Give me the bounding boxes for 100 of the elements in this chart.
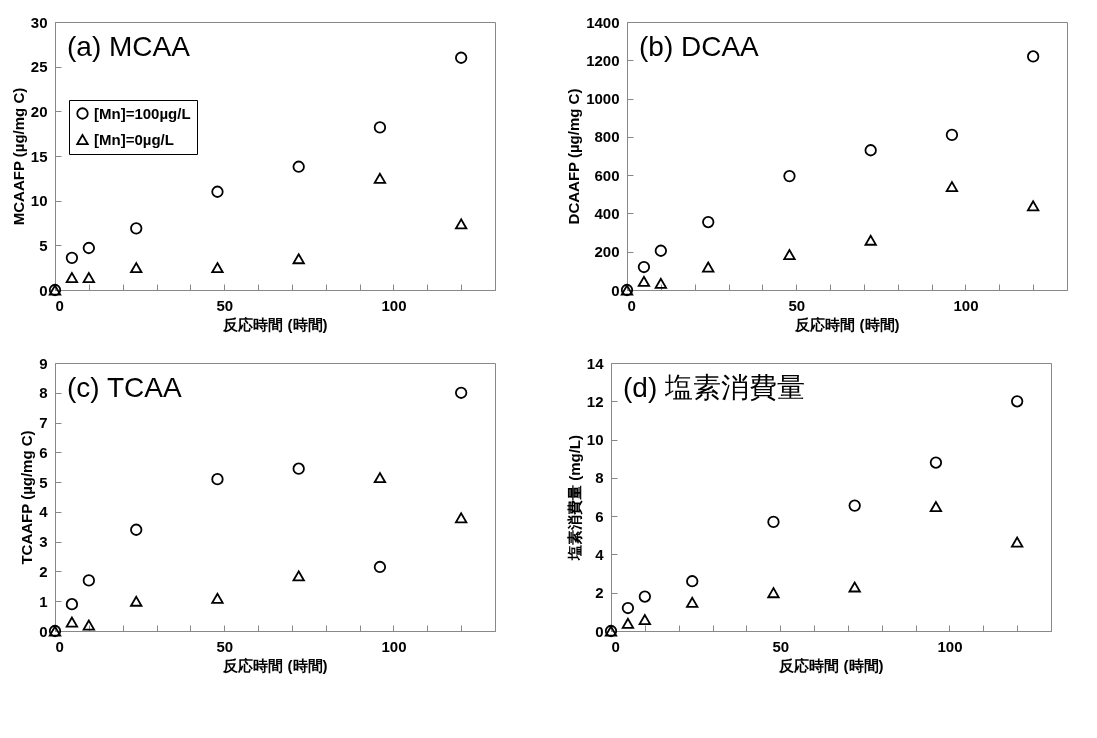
x-tick-label: 50 bbox=[788, 296, 806, 314]
point bbox=[65, 598, 79, 611]
legend-label: [Mn]=100µg/L bbox=[94, 104, 191, 122]
point bbox=[637, 260, 651, 274]
point bbox=[82, 574, 95, 587]
point bbox=[783, 169, 796, 183]
y-tick-label: 0 bbox=[595, 622, 604, 640]
y-tick-label: 15 bbox=[30, 147, 48, 165]
y-axis-title: MCAAFP (µg/mg C) bbox=[9, 87, 27, 226]
y-tick-label: 12 bbox=[586, 392, 604, 410]
x-tick-label: 50 bbox=[216, 637, 234, 655]
x-tick-label: 50 bbox=[216, 296, 234, 314]
y-tick-label: 4 bbox=[39, 503, 49, 521]
point bbox=[864, 234, 877, 246]
y-tick-label: 0 bbox=[39, 622, 48, 640]
point bbox=[1011, 395, 1024, 408]
y-tick-label: 6 bbox=[39, 443, 48, 461]
x-tick-label: 50 bbox=[772, 637, 790, 655]
point bbox=[686, 575, 699, 588]
y-tick-label: 10 bbox=[30, 192, 48, 210]
point bbox=[654, 244, 667, 257]
y-tick-label: 1200 bbox=[586, 51, 620, 69]
y-tick-label: 2 bbox=[39, 562, 48, 580]
y-axis-title: 塩素消費量 (mg/L) bbox=[565, 435, 583, 561]
point bbox=[211, 592, 224, 604]
chart-title: (c) TCAA bbox=[67, 372, 182, 403]
point bbox=[702, 215, 715, 229]
x-axis-title: 反応時間 (時間) bbox=[222, 656, 328, 674]
point bbox=[373, 121, 387, 134]
x-tick-label: 100 bbox=[937, 637, 963, 655]
y-tick-label: 5 bbox=[39, 236, 48, 254]
y-tick-label: 20 bbox=[30, 102, 48, 120]
y-tick-label: 0 bbox=[611, 281, 620, 299]
y-tick-label: 8 bbox=[595, 469, 604, 487]
y-tick-label: 25 bbox=[30, 58, 48, 76]
x-tick-label: 0 bbox=[55, 296, 64, 314]
point bbox=[767, 515, 780, 529]
point bbox=[130, 523, 143, 536]
chart-title: (b) DCAA bbox=[639, 31, 760, 62]
point bbox=[848, 581, 861, 593]
y-tick-label: 7 bbox=[39, 414, 48, 432]
point bbox=[373, 472, 387, 484]
x-tick-label: 0 bbox=[627, 296, 636, 314]
point bbox=[65, 251, 79, 264]
point bbox=[945, 181, 959, 193]
y-tick-label: 0 bbox=[39, 281, 48, 299]
point bbox=[654, 277, 667, 289]
point bbox=[292, 462, 305, 475]
point bbox=[621, 617, 635, 629]
point bbox=[82, 272, 95, 283]
point bbox=[292, 253, 305, 265]
chart-title: (d) 塩素消費量 bbox=[623, 372, 805, 403]
point bbox=[82, 619, 95, 631]
point bbox=[211, 185, 224, 198]
point bbox=[373, 172, 387, 184]
point bbox=[65, 616, 79, 628]
point bbox=[637, 275, 651, 287]
y-tick-label: 1 bbox=[39, 592, 48, 610]
y-tick-label: 3 bbox=[39, 533, 48, 551]
point bbox=[455, 218, 468, 230]
y-tick-label: 10 bbox=[586, 431, 604, 449]
point bbox=[65, 272, 79, 283]
x-tick-label: 100 bbox=[381, 637, 407, 655]
point bbox=[783, 249, 796, 261]
x-tick-label: 0 bbox=[55, 637, 64, 655]
y-tick-label: 6 bbox=[595, 507, 604, 525]
point bbox=[686, 596, 699, 608]
y-tick-label: 2 bbox=[595, 584, 604, 602]
y-tick-label: 800 bbox=[594, 128, 620, 146]
y-axis-title: DCAAFP (µg/mg C) bbox=[565, 88, 583, 225]
point bbox=[130, 262, 143, 274]
x-axis-title: 反応時間 (時間) bbox=[794, 315, 900, 333]
x-tick-label: 100 bbox=[953, 296, 979, 314]
point bbox=[455, 512, 468, 524]
point bbox=[211, 473, 224, 486]
y-tick-label: 8 bbox=[39, 384, 48, 402]
x-axis-title: 反応時間 (時間) bbox=[778, 656, 884, 674]
y-tick-label: 9 bbox=[39, 354, 48, 372]
x-axis-title: 反応時間 (時間) bbox=[222, 315, 328, 333]
point bbox=[455, 51, 468, 64]
y-tick-label: 14 bbox=[586, 354, 605, 372]
point bbox=[864, 144, 877, 157]
y-tick-label: 200 bbox=[594, 243, 620, 261]
point bbox=[621, 601, 635, 615]
y-tick-label: 5 bbox=[39, 473, 48, 491]
point bbox=[211, 262, 224, 274]
point bbox=[702, 261, 715, 273]
point bbox=[929, 501, 943, 513]
y-tick-label: 400 bbox=[594, 204, 620, 222]
point bbox=[848, 499, 861, 512]
y-tick-label: 600 bbox=[594, 166, 620, 184]
point bbox=[945, 128, 959, 142]
point bbox=[1027, 200, 1040, 212]
point bbox=[1011, 536, 1024, 548]
point bbox=[82, 241, 95, 255]
y-tick-label: 30 bbox=[30, 13, 48, 31]
legend-label: [Mn]=0µg/L bbox=[94, 130, 174, 148]
point bbox=[130, 222, 143, 235]
point bbox=[455, 386, 468, 399]
y-tick-label: 1000 bbox=[586, 90, 620, 108]
